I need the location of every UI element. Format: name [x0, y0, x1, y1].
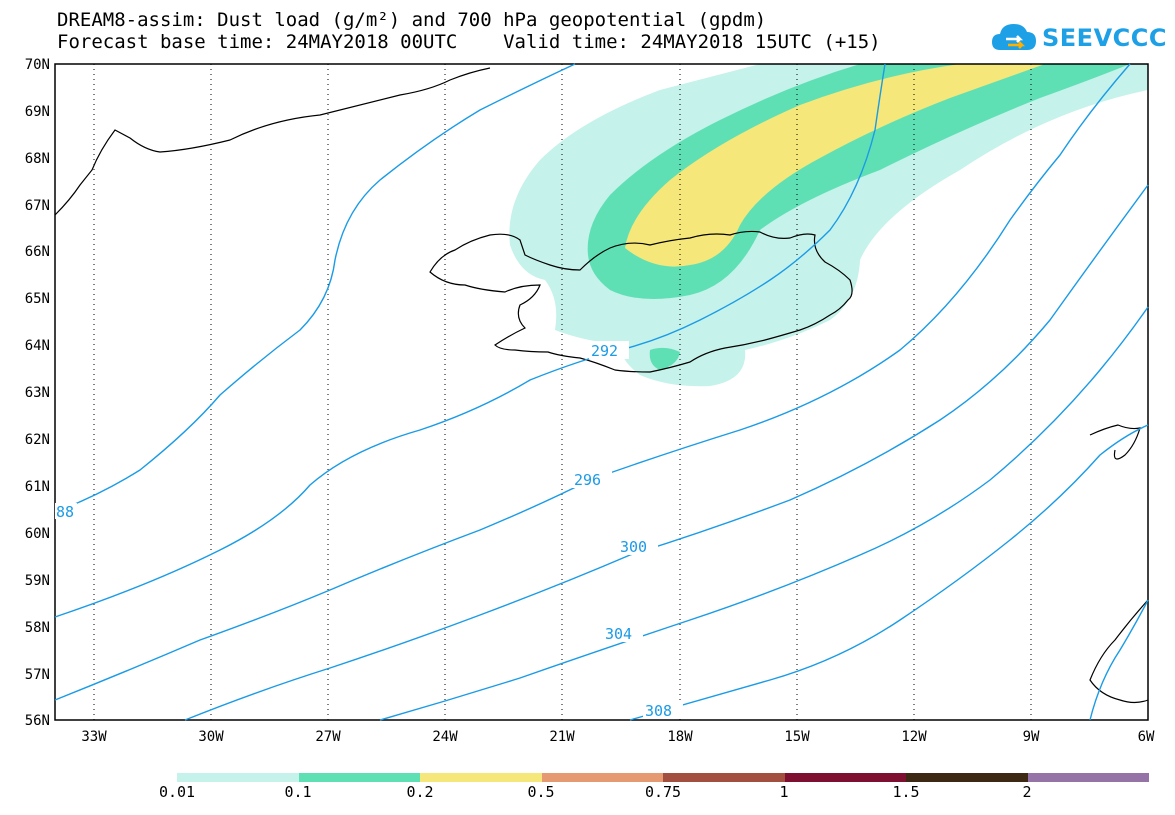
lat-label: 61N	[25, 479, 50, 495]
lon-label: 21W	[549, 729, 575, 745]
dust-area-01-south	[649, 347, 680, 370]
dust-area-001	[509, 64, 1148, 387]
contour-296	[54, 63, 1131, 701]
contour-label-group: 88 292 296 300 304 308	[55, 341, 683, 720]
contour-label-292: 292	[591, 342, 618, 360]
colorbar-tick-label: 0.01	[158, 783, 196, 801]
lat-label: 59N	[25, 573, 50, 589]
lon-label: 27W	[315, 729, 341, 745]
lat-label: 68N	[25, 151, 50, 167]
lon-label: 33W	[81, 729, 107, 745]
colorbar-tick-label: 0.5	[527, 783, 555, 801]
lat-label: 66N	[25, 244, 50, 260]
lat-label: 63N	[25, 385, 50, 401]
lat-label: 64N	[25, 338, 50, 354]
lon-label: 24W	[432, 729, 458, 745]
latitude-labels: 70N 69N 68N 67N 66N 65N 64N 63N 62N 61N …	[25, 57, 50, 729]
title-line-2: Forecast base time: 24MAY2018 00UTC Vali…	[57, 31, 881, 53]
lat-label: 67N	[25, 198, 50, 214]
contour-288	[54, 63, 576, 513]
lon-label: 30W	[198, 729, 224, 745]
lon-label: 6W	[1138, 729, 1155, 745]
colorbar	[177, 773, 1149, 782]
geopotential-contours	[54, 63, 1149, 721]
colorbar-tick-label: 1	[779, 783, 789, 801]
lon-label: 9W	[1023, 729, 1040, 745]
colorbar-swatch	[784, 773, 906, 782]
lat-label: 56N	[25, 713, 50, 729]
logo-text: SEEVCCC	[1042, 24, 1167, 52]
contour-304	[379, 306, 1149, 721]
contour-300	[184, 184, 1149, 721]
colorbar-tick-label: 2	[1022, 783, 1032, 801]
colorbar-swatch	[541, 773, 663, 782]
colorbar-tick-label: 1.5	[892, 783, 920, 801]
contour-label-296: 296	[574, 471, 601, 489]
longitude-labels: 33W 30W 27W 24W 21W 18W 15W 12W 9W 6W	[81, 729, 1155, 745]
lat-label: 62N	[25, 432, 50, 448]
contour-label-304: 304	[605, 625, 632, 643]
colorbar-swatch	[1027, 773, 1149, 782]
lon-label: 15W	[784, 729, 810, 745]
lon-label: 12W	[901, 729, 927, 745]
contour-308	[629, 424, 1149, 721]
iceland-coast	[429, 230, 853, 373]
title-line-1: DREAM8-assim: Dust load (g/m²) and 700 h…	[57, 9, 767, 31]
dust-area-02	[625, 64, 1045, 267]
lat-label: 60N	[25, 526, 50, 542]
colorbar-swatch	[663, 773, 785, 782]
lat-label: 58N	[25, 620, 50, 636]
colorbar-tick-label: 0.2	[406, 783, 434, 801]
contour-292	[54, 63, 886, 618]
lat-label: 69N	[25, 104, 50, 120]
colorbar-tick-label: 0.1	[284, 783, 312, 801]
contour-label-300: 300	[620, 538, 647, 556]
greenland-coast	[54, 67, 491, 216]
lat-label: 57N	[25, 667, 50, 683]
seevccc-logo: SEEVCCC	[990, 18, 1167, 58]
contour-east	[1089, 599, 1149, 721]
contour-label-308: 308	[645, 702, 672, 720]
colorbar-swatch	[298, 773, 420, 782]
cloud-icon	[992, 24, 1036, 50]
colorbar-tick-label: 0.75	[644, 783, 682, 801]
lon-label: 18W	[667, 729, 693, 745]
lat-label: 65N	[25, 291, 50, 307]
colorbar-swatch	[177, 773, 299, 782]
colorbar-swatch	[906, 773, 1028, 782]
norway-coast	[1089, 424, 1149, 704]
lat-label: 70N	[25, 57, 50, 73]
colorbar-swatch	[420, 773, 542, 782]
contour-label-88: 88	[56, 503, 74, 521]
